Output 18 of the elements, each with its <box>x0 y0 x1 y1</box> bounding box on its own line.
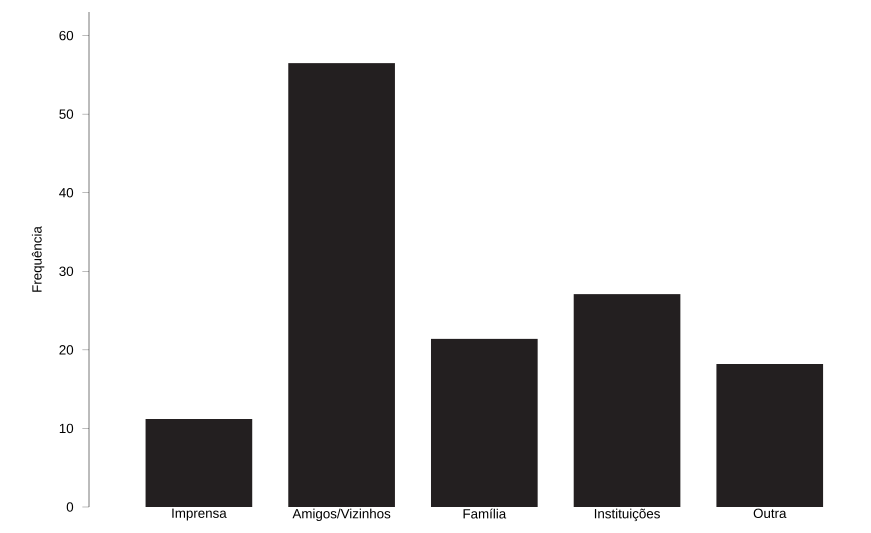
bar <box>288 63 395 507</box>
x-tick-label: Outra <box>754 508 786 518</box>
y-tick-label: 30 <box>59 266 74 276</box>
bar <box>574 294 680 507</box>
x-tick-label: Amigos/Vizinhos <box>292 508 390 522</box>
y-tick-label: 60 <box>59 30 74 40</box>
y-tick-label: 0 <box>66 502 74 512</box>
y-tick-label: 50 <box>59 109 74 119</box>
y-tick-label: 20 <box>59 345 74 355</box>
y-axis-title: Frequência <box>32 226 44 292</box>
x-tick-label: Família <box>464 508 506 519</box>
y-tick-label: 40 <box>59 188 74 198</box>
x-tick-label: Imprensa <box>172 508 227 521</box>
bar <box>430 338 538 507</box>
bar <box>716 364 824 507</box>
x-tick-label: Instituições <box>594 508 660 522</box>
y-tick-label: 10 <box>60 424 74 434</box>
bar <box>146 419 252 507</box>
